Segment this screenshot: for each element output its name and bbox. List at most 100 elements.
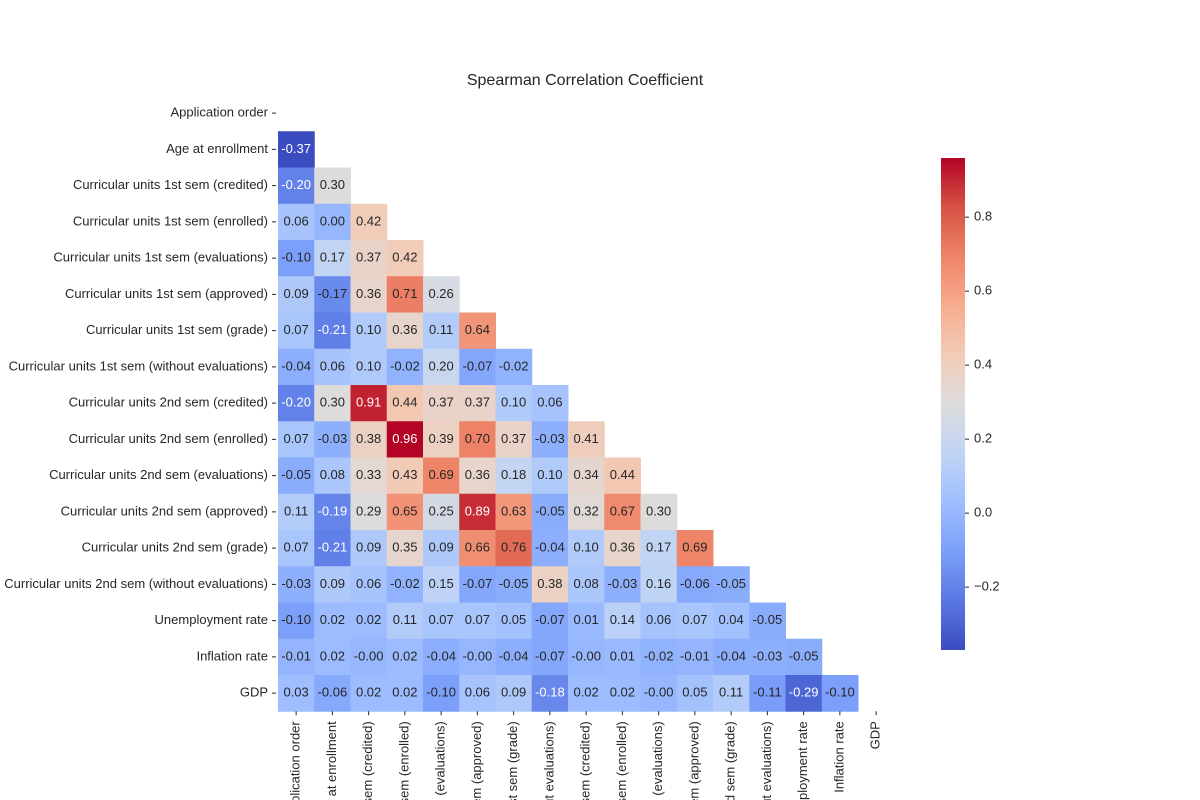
cell-label: -0.06	[318, 685, 348, 700]
x-tick-label: Curricular units 1st sem (approved)	[469, 721, 484, 800]
cell-label: -0.04	[426, 648, 456, 663]
cell-label: 0.25	[428, 503, 453, 518]
cell-label: 0.06	[320, 358, 345, 373]
heatmap-cell	[495, 638, 533, 676]
cell-label: -0.02	[499, 358, 529, 373]
cell-label: -0.03	[753, 648, 783, 663]
heatmap-cell	[386, 602, 424, 640]
heatmap-cell	[676, 602, 714, 640]
heatmap-cell	[423, 638, 460, 676]
cell-label: -0.04	[281, 358, 311, 373]
cell-label: -0.00	[644, 685, 674, 700]
colorbar-tick-label: 0.2	[974, 431, 992, 446]
colorbar-tick-label: −0.2	[974, 579, 1000, 594]
heatmap-cell	[423, 675, 460, 712]
cell-label: 0.10	[356, 358, 381, 373]
cell-label: 0.71	[392, 286, 417, 301]
heatmap-cell	[568, 457, 605, 495]
heatmap-cell	[785, 638, 823, 676]
cell-label: 0.11	[429, 322, 453, 337]
cell-label: -0.03	[281, 576, 311, 591]
heatmap-cell	[531, 421, 569, 458]
cell-label: -0.06	[680, 576, 710, 591]
heatmap-cell	[350, 240, 388, 277]
heatmap-cell	[531, 638, 569, 676]
cell-label: 0.37	[356, 250, 381, 265]
cell-label: 0.02	[573, 685, 598, 700]
heatmap-cell	[278, 493, 315, 531]
cell-label: 0.00	[320, 213, 345, 228]
heatmap-cell	[713, 638, 750, 676]
heatmap-cell	[386, 312, 424, 350]
heatmap-cell	[278, 530, 315, 567]
cell-label: -0.03	[535, 431, 565, 446]
heatmap-cell	[386, 493, 424, 531]
heatmap-cell	[640, 493, 678, 531]
heatmap-cell	[386, 457, 424, 495]
colorbar	[941, 158, 965, 650]
heatmap-cell	[350, 457, 388, 495]
heatmap-cell	[713, 602, 750, 640]
colorbar-tick-label: 0.4	[974, 357, 992, 372]
cell-label: 0.02	[392, 685, 417, 700]
cell-label: 0.89	[465, 503, 490, 518]
x-tick-label: Curricular units 2nd sem (without evalua…	[759, 721, 774, 800]
heatmap-cell	[423, 530, 460, 567]
y-tick-label: Curricular units 2nd sem (evaluations)	[49, 467, 268, 482]
cell-label: 0.10	[573, 540, 598, 555]
cell-label: -0.04	[535, 540, 565, 555]
cell-label: 0.17	[320, 250, 345, 265]
cell-label: 0.01	[573, 612, 598, 627]
heatmap-cell	[386, 530, 424, 567]
heatmap-cell	[459, 602, 496, 640]
cell-label: 0.11	[719, 685, 743, 700]
heatmap-cell	[423, 493, 460, 531]
cell-label: 0.14	[610, 612, 635, 627]
cell-label: 0.02	[392, 648, 417, 663]
x-tick-label: Application order	[288, 721, 303, 800]
y-tick-label: Curricular units 1st sem (credited)	[73, 177, 268, 192]
heatmap-cell	[314, 602, 351, 640]
heatmap-cell	[314, 421, 351, 458]
cell-label: 0.08	[320, 467, 345, 482]
x-tick-label: GDP	[868, 721, 883, 749]
heatmap-cell	[350, 312, 388, 350]
y-tick-label: Curricular units 2nd sem (credited)	[69, 395, 268, 410]
heatmap-cell	[314, 385, 351, 422]
cell-label: -0.21	[318, 322, 348, 337]
cell-label: 0.44	[392, 395, 417, 410]
x-tick-label: Age at enrollment	[324, 721, 339, 800]
cell-label: 0.67	[610, 503, 635, 518]
heatmap-cell	[568, 530, 605, 567]
cell-label: 0.91	[356, 395, 381, 410]
heatmap-cell	[386, 276, 424, 313]
cell-label: 0.03	[283, 685, 308, 700]
cell-label: 0.29	[356, 503, 381, 518]
heatmap-cell	[278, 566, 315, 603]
heatmap-cell	[713, 566, 750, 603]
heatmap-cell	[495, 493, 533, 531]
cell-label: -0.17	[318, 286, 348, 301]
cell-label: 0.36	[356, 286, 381, 301]
heatmap-cell	[314, 566, 351, 603]
x-tick-label: Curricular units 2nd sem (credited)	[578, 721, 593, 800]
y-tick-label: GDP	[240, 685, 268, 700]
heatmap-cell	[459, 638, 496, 676]
cell-label: -0.19	[318, 503, 348, 518]
cell-label: -0.05	[716, 576, 746, 591]
cell-label: 0.32	[573, 503, 598, 518]
cell-label: 0.69	[428, 467, 453, 482]
y-tick-label: Curricular units 2nd sem (grade)	[82, 540, 268, 555]
heatmap-cell	[278, 675, 315, 712]
heatmap-cell	[386, 421, 424, 458]
heatmap-cell	[386, 348, 424, 386]
heatmap-cell	[278, 276, 315, 313]
cell-label: 0.37	[428, 395, 453, 410]
y-tick-label: Curricular units 1st sem (approved)	[65, 286, 268, 301]
heatmap-cell	[604, 530, 641, 567]
heatmap-cell	[314, 493, 351, 531]
heatmap-cell	[314, 530, 351, 567]
y-tick-label: Curricular units 1st sem (enrolled)	[73, 213, 268, 228]
heatmap-cell	[423, 421, 460, 458]
heatmap-cell	[459, 457, 496, 495]
